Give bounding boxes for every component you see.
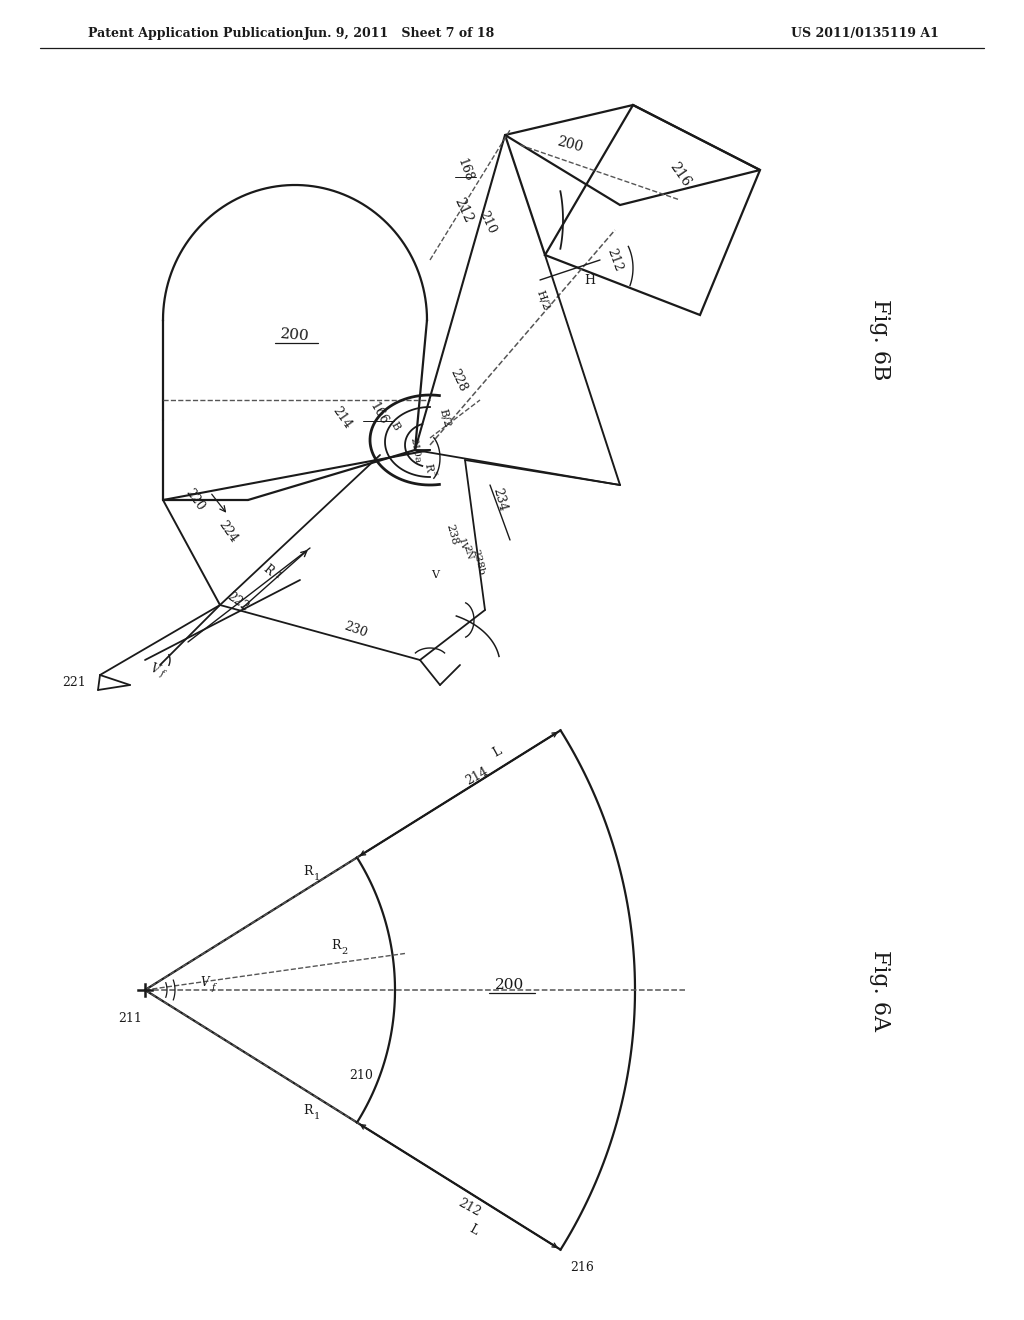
Text: 200: 200 [496,978,524,993]
Text: V: V [148,661,161,677]
Text: H/2: H/2 [535,289,551,312]
Text: 212: 212 [452,195,475,224]
Text: US 2011/0135119 A1: US 2011/0135119 A1 [792,28,939,41]
Text: 224: 224 [216,519,241,545]
Text: Fig. 6A: Fig. 6A [869,949,891,1031]
Text: R: R [303,1104,312,1117]
Text: R: R [422,463,433,473]
Text: 166: 166 [367,400,389,428]
Text: 1: 1 [313,873,321,882]
Text: 238b: 238b [470,548,485,576]
Text: 230: 230 [343,620,370,640]
Text: 211: 211 [118,1011,142,1024]
Text: 216: 216 [570,1261,595,1274]
Text: 238: 238 [444,524,460,546]
Text: 210a: 210a [409,437,422,463]
Text: 222: 222 [224,590,252,614]
Text: 168: 168 [455,157,475,183]
Text: 212: 212 [605,247,626,273]
Text: Fig. 6B: Fig. 6B [869,300,891,380]
Text: 1: 1 [313,1113,321,1121]
Text: 1V: 1V [456,537,468,553]
Text: R: R [303,865,312,878]
Text: Jun. 9, 2011   Sheet 7 of 18: Jun. 9, 2011 Sheet 7 of 18 [304,28,496,41]
Text: 200: 200 [280,327,310,343]
Text: 2N: 2N [462,544,474,560]
Text: Patent Application Publication: Patent Application Publication [88,28,303,41]
Text: V: V [431,570,439,579]
Text: B: B [389,420,401,432]
Text: L: L [490,744,504,759]
Text: f: f [159,668,165,678]
Text: L: L [467,1222,480,1238]
Text: 221: 221 [62,676,86,689]
Text: 210: 210 [349,1069,373,1082]
Text: s: s [431,470,439,475]
Text: 220: 220 [183,487,207,513]
Text: R: R [331,940,340,953]
Text: H: H [585,273,596,286]
Text: 234: 234 [490,487,509,513]
Text: 228: 228 [447,367,469,393]
Text: 214: 214 [463,764,490,788]
Text: 212: 212 [456,1197,482,1220]
Text: f: f [211,982,215,991]
Text: 2: 2 [342,948,348,957]
Text: 1: 1 [273,570,283,581]
Text: 210: 210 [476,209,498,235]
Text: 200: 200 [555,135,585,156]
Text: 216: 216 [667,160,693,190]
Text: V: V [201,975,209,989]
Text: R: R [260,562,275,578]
Text: 214: 214 [330,404,354,432]
Text: B/2: B/2 [437,408,453,429]
